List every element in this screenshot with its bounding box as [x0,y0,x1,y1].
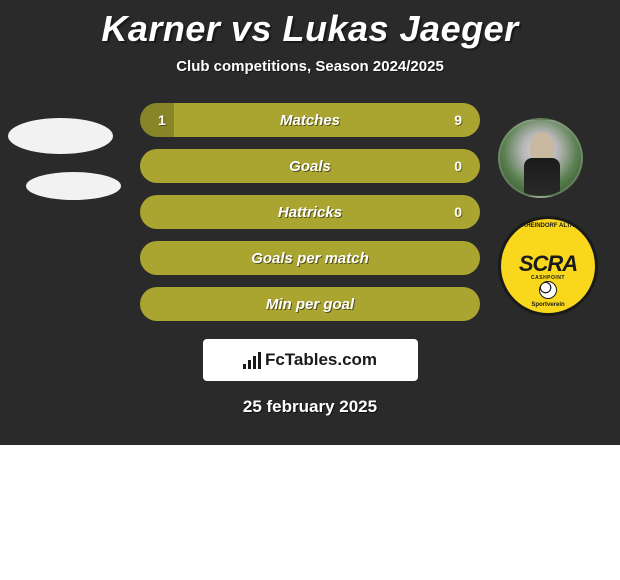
stat-label: Min per goal [266,296,354,313]
stat-label: Goals [289,158,331,175]
stat-row: Goals per match [140,241,480,275]
fctables-logo: FcTables.com [203,339,418,381]
stat-right-value: 0 [442,158,462,174]
date-label: 25 february 2025 [0,397,620,417]
stat-left-value: 1 [158,112,178,128]
stat-row: Min per goal [140,287,480,321]
logo-text: FcTables.com [265,350,377,370]
stat-row: Hattricks 0 [140,195,480,229]
stat-row: Goals 0 [140,149,480,183]
stats-area: 1 Matches 9 Goals 0 Hattricks 0 Goals per match… [0,103,620,333]
stat-right-value: 9 [442,112,462,128]
stat-label: Hattricks [278,204,342,221]
season-subtitle: Club competitions, Season 2024/2025 [0,58,620,75]
stat-right-value: 0 [442,204,462,220]
infographic-container: Karner vs Lukas Jaeger Club competitions… [0,0,620,445]
page-title: Karner vs Lukas Jaeger [0,0,620,50]
stat-label: Matches [280,112,340,129]
chart-bars-icon [243,352,261,369]
stat-row: 1 Matches 9 [140,103,480,137]
stat-label: Goals per match [251,250,369,267]
